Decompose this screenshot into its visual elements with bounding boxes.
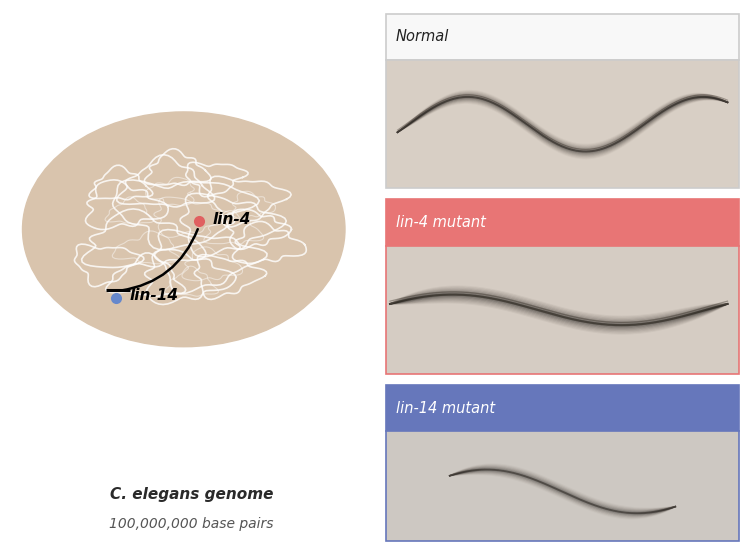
Bar (386, 246, 739, 374)
Text: C. elegans genome: C. elegans genome (110, 486, 273, 502)
Text: lin-4 mutant: lin-4 mutant (396, 215, 486, 230)
Text: Normal: Normal (396, 29, 449, 44)
Text: lin-14 mutant: lin-14 mutant (396, 401, 495, 416)
Bar (386, 385, 739, 431)
Bar (386, 199, 739, 246)
Text: lin-4: lin-4 (212, 212, 250, 227)
Bar (386, 14, 739, 60)
Bar (386, 60, 739, 188)
FancyArrowPatch shape (121, 229, 198, 290)
Bar (386, 431, 739, 541)
Ellipse shape (22, 112, 345, 347)
Text: lin-14: lin-14 (130, 288, 178, 304)
Text: 100,000,000 base pairs: 100,000,000 base pairs (109, 517, 274, 531)
